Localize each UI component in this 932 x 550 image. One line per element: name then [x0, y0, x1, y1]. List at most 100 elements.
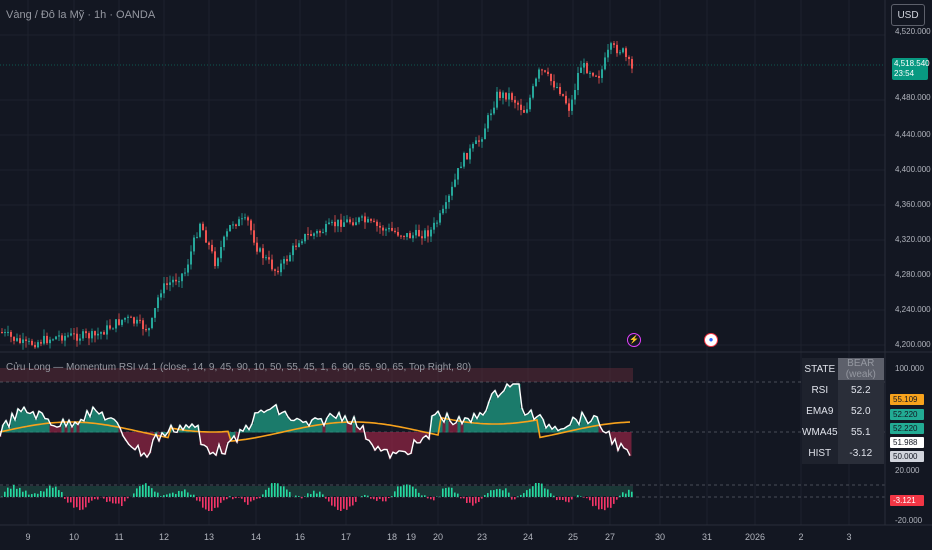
candle-body: [319, 230, 321, 233]
hist-bar: [406, 484, 408, 497]
hist-bar: [604, 497, 606, 511]
candle-body: [475, 140, 477, 144]
table-value: 52.2: [837, 380, 884, 401]
candle-body: [124, 317, 126, 320]
hist-bar: [310, 494, 312, 497]
hist-bar: [151, 488, 153, 497]
hist-bar: [295, 495, 297, 497]
candle-body: [406, 233, 408, 237]
hist-bar: [193, 494, 195, 497]
rsi-fill-bar: [598, 426, 602, 433]
candle-body: [361, 216, 363, 218]
hist-bar: [535, 483, 537, 497]
rsi-fill-bar: [499, 393, 503, 433]
rsi-fill-bar: [67, 420, 71, 433]
hist-bar: [373, 497, 375, 500]
symbol-title[interactable]: Vàng / Đô la Mỹ · 1h · OANDA: [6, 9, 156, 21]
momentum-histogram: [1, 483, 633, 511]
hist-bar: [349, 497, 351, 507]
hist-bar: [466, 497, 468, 503]
rsi-fill-bar: [16, 408, 20, 433]
hist-bar: [388, 497, 390, 499]
candle-body: [274, 269, 276, 271]
candle-body: [610, 43, 612, 50]
hist-bar: [568, 497, 570, 503]
hist-bar: [16, 488, 18, 497]
candle-body: [451, 186, 453, 196]
hist-bar: [451, 487, 453, 497]
rsi-fill-bar: [448, 421, 452, 433]
hist-bar: [49, 485, 51, 497]
midline-value-tag: 50.000: [890, 451, 924, 462]
hist-bar: [328, 497, 330, 502]
hist-bar: [343, 497, 345, 509]
hist-bar: [298, 496, 300, 497]
candle-body: [526, 109, 528, 113]
hist-bar: [520, 494, 522, 497]
time-label: 25: [567, 532, 579, 542]
candle-body: [325, 224, 327, 233]
indicator-axis-label: -20.000: [895, 516, 923, 525]
time-label: 23: [476, 532, 488, 542]
hist-bar: [442, 488, 444, 497]
rsi-fill-bar: [331, 416, 335, 433]
candle-body: [148, 328, 150, 331]
rsi-fill-bar: [622, 432, 626, 449]
rsi-fill-bar: [307, 425, 311, 433]
hist-bar: [25, 490, 27, 497]
rsi-fill-bar: [454, 422, 458, 433]
candle-body: [400, 235, 402, 237]
rsi-fill-bar: [76, 424, 80, 433]
lightning-icon[interactable]: ⚡: [627, 333, 641, 347]
rsi-fill-bar: [52, 425, 56, 433]
candlestick-series: [1, 40, 633, 350]
rsi-fill-bar: [565, 426, 569, 433]
rsi-fill-bar: [25, 412, 29, 433]
candle-body: [145, 329, 147, 331]
candle-body: [511, 93, 513, 100]
rsi-fill-bar: [541, 419, 545, 433]
price-label: 4,240.000: [895, 305, 931, 314]
us-flag-icon[interactable]: ●: [704, 333, 718, 347]
rsi-fill-bar: [367, 432, 371, 441]
rsi-fill-bar: [199, 432, 203, 446]
rsi-fill-bar: [625, 432, 629, 451]
indicator-title[interactable]: Cửu Long — Momentum RSI v4.1 (close, 14,…: [6, 362, 472, 373]
hist-bar: [532, 486, 534, 497]
candle-body: [544, 70, 546, 72]
rsi-fill-bar: [139, 432, 143, 457]
hist-bar: [250, 497, 252, 502]
hist-bar: [325, 497, 327, 499]
candle-body: [379, 225, 381, 228]
hist-bar: [523, 493, 525, 497]
hist-bar: [580, 496, 582, 497]
candle-body: [517, 102, 519, 105]
hist-bar: [313, 490, 315, 497]
rsi-fill-bar: [547, 424, 551, 433]
candle-body: [226, 231, 228, 237]
hist-bar: [241, 497, 243, 499]
candle-body: [61, 335, 63, 341]
currency-button[interactable]: USD: [891, 4, 925, 26]
bar-countdown: 23:54: [894, 69, 915, 78]
rsi-fill-bar: [40, 413, 44, 433]
candle-body: [232, 224, 234, 226]
rsi-fill-bar: [379, 432, 383, 452]
candle-body: [589, 72, 591, 74]
candle-body: [424, 230, 426, 239]
table-row: STATE BEAR (weak): [802, 358, 884, 380]
hist-bar: [355, 497, 357, 502]
table-row: WMA45 55.1: [802, 422, 884, 443]
candle-body: [550, 73, 552, 82]
hist-bar: [592, 497, 594, 507]
hist-bar: [286, 489, 288, 497]
hist-bar: [223, 497, 225, 501]
state-table: STATE BEAR (weak) RSI 52.2 EMA9 52.0 WMA…: [802, 358, 884, 464]
candle-body: [202, 223, 204, 231]
rsi-fill-bar: [184, 424, 188, 433]
candle-body: [625, 48, 627, 57]
candle-body: [472, 143, 474, 149]
rsi-fill-bar: [235, 432, 239, 443]
time-label: 13: [203, 532, 215, 542]
